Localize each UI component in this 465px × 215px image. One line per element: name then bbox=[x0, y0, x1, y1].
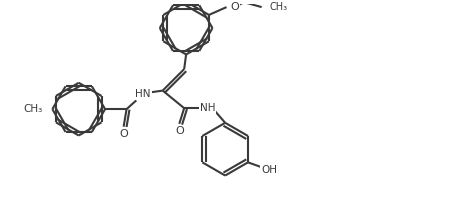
Text: O: O bbox=[119, 129, 128, 138]
Text: O: O bbox=[175, 126, 184, 136]
Text: HN: HN bbox=[135, 89, 151, 98]
Text: NH: NH bbox=[200, 103, 215, 113]
Text: CH₃: CH₃ bbox=[270, 2, 288, 12]
Text: CH₃: CH₃ bbox=[23, 104, 43, 114]
Text: OH: OH bbox=[261, 165, 278, 175]
Text: O: O bbox=[231, 2, 239, 12]
